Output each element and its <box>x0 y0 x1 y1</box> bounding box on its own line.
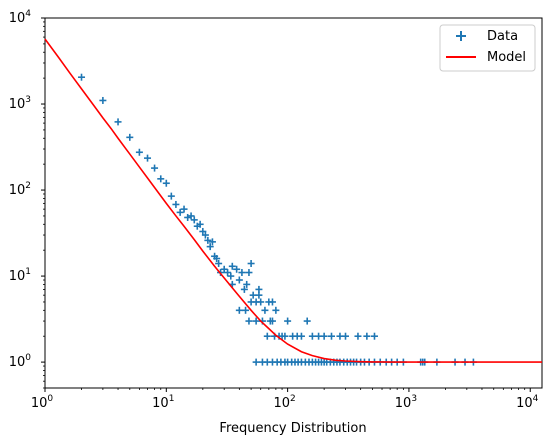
data-point <box>284 317 292 325</box>
data-point <box>272 306 280 314</box>
data-point <box>370 332 378 340</box>
data-point <box>243 280 251 288</box>
data-point <box>263 332 271 340</box>
model-series-layer <box>44 38 542 363</box>
data-point <box>99 96 107 104</box>
y-axis-ticks: 100 101 102 103 104 <box>9 9 45 370</box>
x-tick-label: 102 <box>273 394 295 411</box>
y-tick-label: 100 <box>9 353 32 370</box>
data-point <box>328 332 336 340</box>
data-point <box>235 276 243 284</box>
data-point <box>228 262 236 270</box>
data-point <box>281 332 289 340</box>
data-point <box>266 317 274 325</box>
data-point <box>208 238 216 246</box>
legend-label-model: Model <box>487 50 526 65</box>
data-point <box>308 332 316 340</box>
x-axis-ticks: 100 101 102 103 104 <box>31 388 539 411</box>
data-point <box>320 332 328 340</box>
data-point <box>167 192 175 200</box>
data-point <box>227 272 235 280</box>
data-point <box>245 317 253 325</box>
x-tick-label: 101 <box>152 394 174 411</box>
data-point <box>342 332 350 340</box>
data-point <box>235 306 243 314</box>
data-point <box>213 255 221 263</box>
data-point <box>190 216 198 224</box>
axes-frame <box>44 17 543 389</box>
data-point <box>257 298 265 306</box>
data-point <box>157 175 165 183</box>
legend-label-data: Data <box>487 29 518 44</box>
data-series-layer <box>78 73 477 366</box>
data-point <box>220 265 228 273</box>
data-point <box>180 205 188 213</box>
plot-area: 100 101 102 103 104 100 101 102 103 104 <box>9 9 543 411</box>
data-point <box>114 118 122 126</box>
y-tick-label: 104 <box>9 9 32 26</box>
data-point <box>252 358 260 366</box>
x-tick-label: 104 <box>516 394 539 411</box>
x-tick-label: 100 <box>31 394 54 411</box>
legend: Data Model <box>439 24 536 72</box>
data-point <box>238 269 246 277</box>
y-tick-label: 102 <box>9 181 31 198</box>
data-point <box>201 231 209 239</box>
x-tick-label: 103 <box>395 394 417 411</box>
data-point <box>297 332 305 340</box>
data-point <box>162 179 170 187</box>
y-tick-label: 101 <box>9 267 31 284</box>
data-point <box>176 208 184 216</box>
data-point <box>363 332 371 340</box>
data-point <box>242 306 250 314</box>
data-point <box>204 236 212 244</box>
data-point <box>268 298 276 306</box>
data-point <box>199 227 207 235</box>
data-point <box>252 317 260 325</box>
data-point <box>245 269 253 277</box>
data-point <box>255 291 263 299</box>
data-point <box>354 332 362 340</box>
data-point <box>233 265 241 273</box>
data-point <box>126 133 134 141</box>
x-minor-ticks <box>81 388 526 390</box>
data-point <box>206 243 214 251</box>
data-point <box>303 317 311 325</box>
data-point <box>172 200 180 208</box>
data-point <box>261 306 269 314</box>
x-axis-label: Frequency Distribution <box>219 421 366 436</box>
y-minor-ticks <box>43 21 45 389</box>
data-point <box>224 269 232 277</box>
data-point <box>78 73 86 81</box>
data-point <box>240 285 248 293</box>
y-tick-label: 103 <box>9 95 31 112</box>
data-point <box>184 213 192 221</box>
data-point <box>187 212 195 220</box>
legend-data-marker <box>456 31 466 41</box>
data-point <box>151 164 159 172</box>
data-point <box>215 260 223 268</box>
data-point <box>135 148 143 156</box>
data-point <box>144 154 152 162</box>
model-line <box>44 38 542 363</box>
data-point <box>247 298 255 306</box>
data-point <box>247 260 255 268</box>
data-point <box>196 220 204 228</box>
